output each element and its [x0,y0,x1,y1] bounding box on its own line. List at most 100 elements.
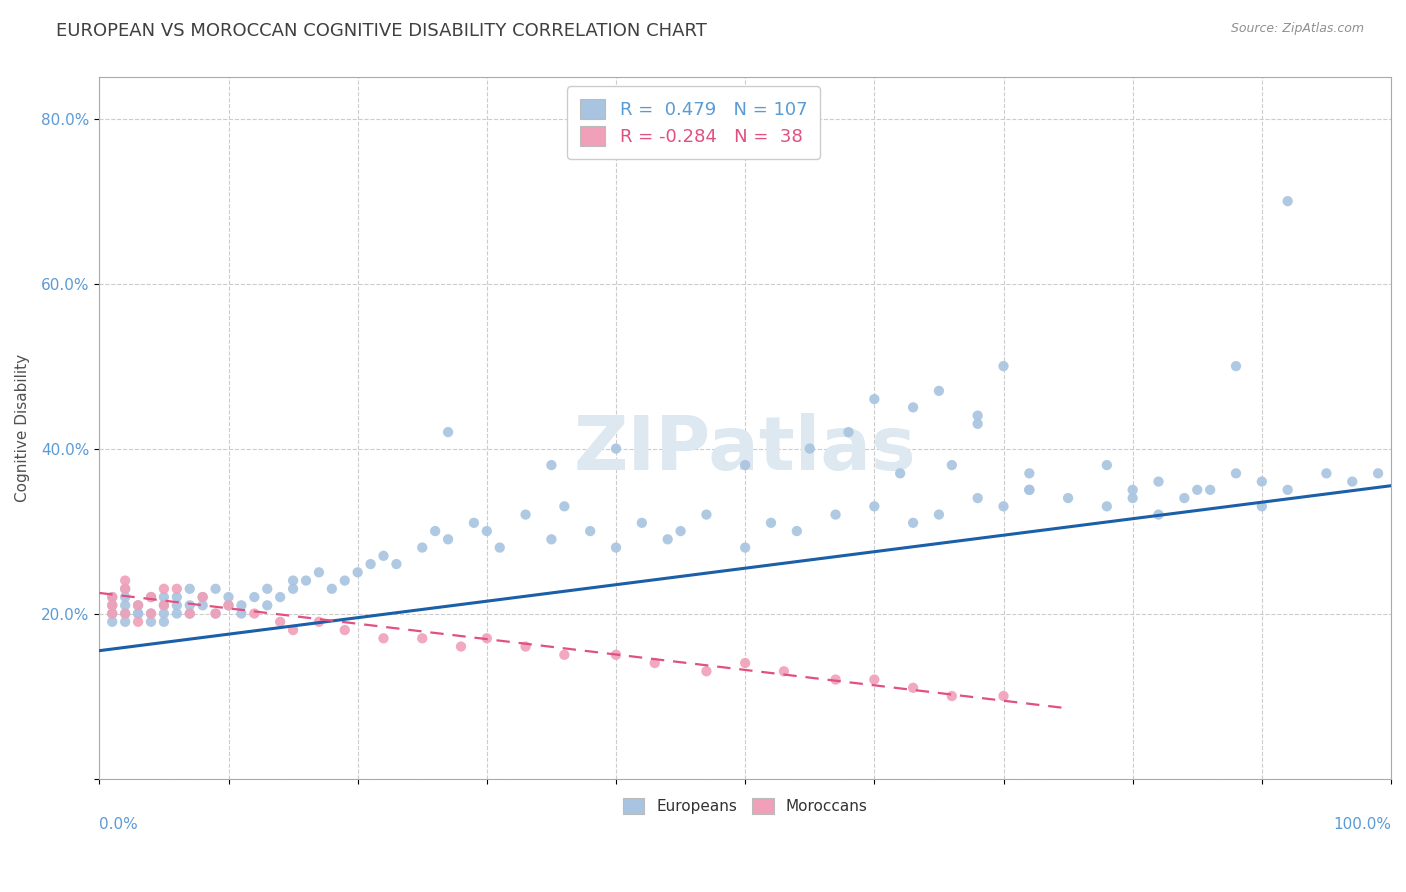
Point [1250,475,1272,489]
Point [1277,483,1299,497]
Point [166,607,188,621]
Point [515,640,537,654]
Point [759,516,782,530]
Point [1018,467,1040,481]
Point [179,607,201,621]
Point [256,582,278,596]
Point [127,607,149,621]
Point [281,574,304,588]
Point [1315,467,1337,481]
Point [1277,194,1299,209]
Point [1122,483,1144,497]
Point [450,640,472,654]
Point [101,590,124,604]
Point [437,425,460,439]
Point [1095,500,1118,514]
Point [425,524,447,538]
Point [773,665,796,679]
Point [901,681,924,695]
Point [153,590,176,604]
Point [373,632,395,646]
Point [734,541,756,555]
Point [204,607,226,621]
Point [321,582,343,596]
Point [993,500,1015,514]
Point [256,599,278,613]
Point [101,590,124,604]
Point [139,590,162,604]
Point [218,590,240,604]
Point [191,590,214,604]
Point [669,524,692,538]
Point [993,359,1015,373]
Point [127,599,149,613]
Point [127,615,149,629]
Point [553,500,575,514]
Point [153,607,176,621]
Point [385,557,408,571]
Point [333,574,356,588]
Point [734,458,756,472]
Point [1199,483,1222,497]
Point [204,582,226,596]
Point [941,689,963,703]
Point [1057,491,1080,505]
Point [139,607,162,621]
Point [269,590,291,604]
Point [1367,467,1389,481]
Point [295,574,318,588]
Point [114,574,136,588]
Point [333,623,356,637]
Point [579,524,602,538]
Point [1250,500,1272,514]
Point [1147,508,1170,522]
Point [928,508,950,522]
Point [139,607,162,621]
Point [1225,359,1247,373]
Text: 100.0%: 100.0% [1333,817,1391,832]
Point [657,533,679,547]
Point [1173,491,1195,505]
Point [799,442,821,456]
Point [1225,467,1247,481]
Point [243,607,266,621]
Point [346,566,368,580]
Point [863,392,886,406]
Point [360,557,382,571]
Point [901,516,924,530]
Point [127,607,149,621]
Point [308,566,330,580]
Point [191,599,214,613]
Point [515,508,537,522]
Point [475,524,498,538]
Point [114,607,136,621]
Point [127,599,149,613]
Point [863,673,886,687]
Point [928,384,950,398]
Point [153,599,176,613]
Point [540,533,562,547]
Point [153,615,176,629]
Point [101,615,124,629]
Point [889,467,911,481]
Point [488,541,510,555]
Point [411,632,433,646]
Point [243,590,266,604]
Point [114,599,136,613]
Point [463,516,485,530]
Point [179,582,201,596]
Point [281,582,304,596]
Point [605,541,627,555]
Point [475,632,498,646]
Y-axis label: Cognitive Disability: Cognitive Disability [15,354,30,502]
Point [153,599,176,613]
Point [166,590,188,604]
Point [695,508,717,522]
Point [114,590,136,604]
Point [114,582,136,596]
Point [373,549,395,563]
Point [644,656,666,670]
Point [411,541,433,555]
Point [101,607,124,621]
Point [269,615,291,629]
